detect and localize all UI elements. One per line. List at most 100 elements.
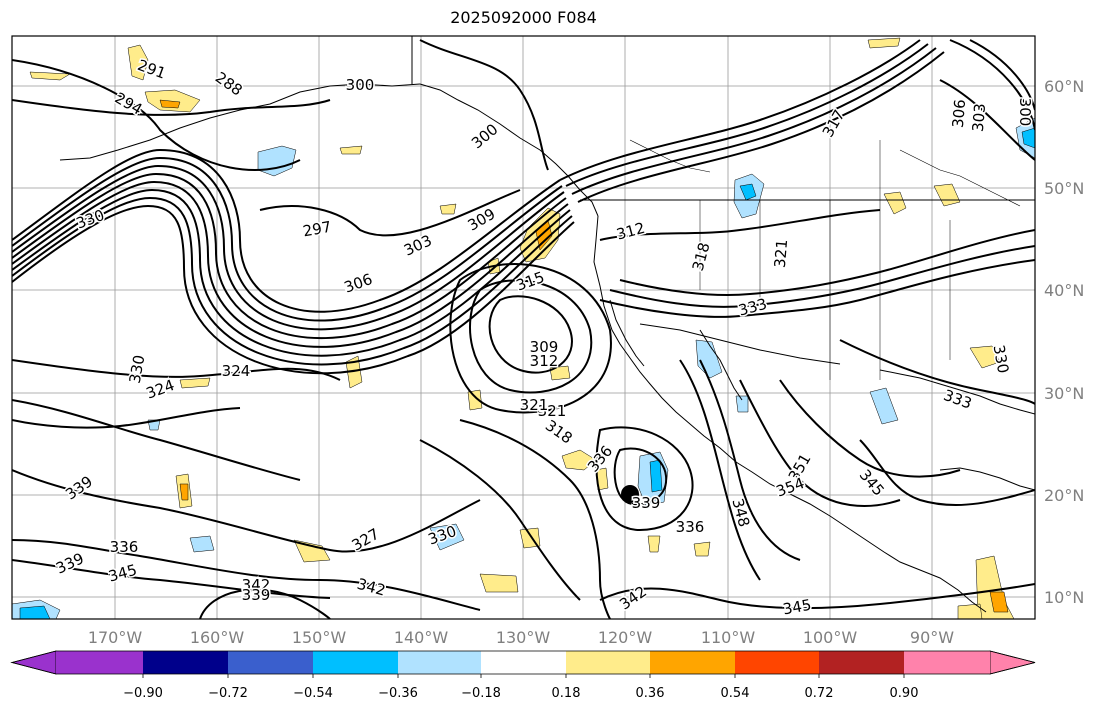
longitude-tick-label: 110°W xyxy=(701,628,756,647)
contour-line xyxy=(571,47,937,195)
colorbar-segment xyxy=(735,651,819,674)
contour-line xyxy=(565,43,929,187)
latitude-tick-label: 50°N xyxy=(1044,179,1084,198)
contour-label: 321 xyxy=(538,402,567,420)
latitude-tick-label: 30°N xyxy=(1044,384,1084,403)
colorbar-segment xyxy=(143,651,228,674)
contour-line xyxy=(459,419,611,619)
contour-label: 303 xyxy=(969,103,989,133)
contour-label: 336 xyxy=(110,538,139,556)
longitude-tick-label: 160°W xyxy=(190,628,245,647)
latitude-tick-label: 40°N xyxy=(1044,281,1084,300)
longitude-tick-label: 150°W xyxy=(292,628,347,647)
lake xyxy=(629,139,711,173)
colorbar-segment xyxy=(228,651,313,674)
contour-line xyxy=(739,379,901,507)
gulf-of-mexico-coast xyxy=(879,369,1035,415)
shade-patch xyxy=(439,203,457,215)
colorbar: −0.90 −0.72 −0.54 −0.36 −0.18 0.18 0.36 0.54 0.7… xyxy=(10,650,1036,701)
coastline xyxy=(593,215,987,613)
contour-line xyxy=(599,209,881,241)
contour-line xyxy=(12,539,481,611)
contour-line xyxy=(12,148,561,313)
longitude-tick-label: 140°W xyxy=(394,628,449,647)
contour-line xyxy=(619,229,1035,297)
caribbean-coast xyxy=(939,467,1035,491)
storm-center-marker xyxy=(621,485,639,503)
contour-line xyxy=(12,399,301,481)
contour-label: 324 xyxy=(222,362,251,380)
shade-patch xyxy=(159,99,181,109)
map-panel xyxy=(12,36,1035,619)
colorbar-extend-low xyxy=(10,650,57,675)
contour-label: 339 xyxy=(632,494,661,512)
contour-line xyxy=(609,245,1035,308)
shade-patch xyxy=(735,395,749,413)
map-frame xyxy=(11,35,1036,620)
coastlines xyxy=(59,36,1035,613)
longitude-tick-label: 170°W xyxy=(88,628,143,647)
contour-line xyxy=(488,295,573,374)
contour-label: 336 xyxy=(676,518,705,536)
contour-line xyxy=(599,583,1035,610)
contour-label: 300 xyxy=(1016,98,1034,127)
shade-patch xyxy=(989,591,1009,613)
colorbar-segment xyxy=(650,651,735,674)
contour-line xyxy=(419,39,549,171)
contour-label: 321 xyxy=(771,239,791,269)
colorbar-segment xyxy=(904,651,990,674)
contour-line xyxy=(12,156,563,322)
contour-line xyxy=(12,196,573,366)
longitude-tick-label: 100°W xyxy=(803,628,858,647)
contour-label: 312 xyxy=(530,352,559,370)
contour-line xyxy=(12,359,341,381)
colorbar-tick-label: 0.54 xyxy=(721,686,750,701)
shade-patch xyxy=(29,71,71,81)
shade-patch xyxy=(649,459,663,493)
shade-patch xyxy=(693,541,711,557)
gulf-coast xyxy=(699,329,743,401)
contour-line xyxy=(859,439,1035,506)
shade-patch xyxy=(293,539,331,563)
shade-patch xyxy=(179,483,189,501)
colorbar-tick-label: −0.18 xyxy=(461,686,501,701)
contour-label: 339 xyxy=(242,586,271,604)
contour-line xyxy=(449,263,612,414)
contour-line xyxy=(559,39,921,181)
colorbar-outline xyxy=(10,650,1036,675)
colorbar-segment xyxy=(313,651,398,674)
colorbar-tick-label: −0.72 xyxy=(208,686,248,701)
contour-line xyxy=(12,164,565,331)
shade-patch xyxy=(969,345,1001,369)
shade-patch xyxy=(883,191,907,215)
shade-patch xyxy=(869,387,899,425)
colorbar-segment xyxy=(398,651,481,674)
contour-label: 300 xyxy=(346,76,375,94)
shade-patch xyxy=(739,183,757,201)
latitude-tick-label: 60°N xyxy=(1044,77,1084,96)
contour-line xyxy=(469,279,593,394)
contour-line xyxy=(699,359,801,561)
colorbar-segment xyxy=(481,651,566,674)
shade-patch xyxy=(19,605,51,619)
shade-patch xyxy=(1021,127,1035,149)
shade-patch xyxy=(345,355,363,389)
contour-line xyxy=(599,259,1035,318)
shade-patch xyxy=(695,339,723,379)
shade-patch xyxy=(867,37,901,49)
contour-line xyxy=(12,469,481,553)
shade-patch xyxy=(957,603,983,619)
colorbar-tick-label: 0.90 xyxy=(890,686,919,701)
colorbar-segment xyxy=(56,651,143,674)
shade-patch xyxy=(467,389,483,411)
coastline xyxy=(59,83,421,161)
contour-line xyxy=(12,59,301,171)
colorbar-tick-label: −0.54 xyxy=(293,686,333,701)
contour-line xyxy=(595,426,694,532)
contour-label: 309 xyxy=(530,338,559,356)
contour-line xyxy=(939,79,1035,161)
colorbar-segment xyxy=(566,651,650,674)
graticule xyxy=(12,36,1035,619)
us-mexico-border xyxy=(639,323,841,365)
